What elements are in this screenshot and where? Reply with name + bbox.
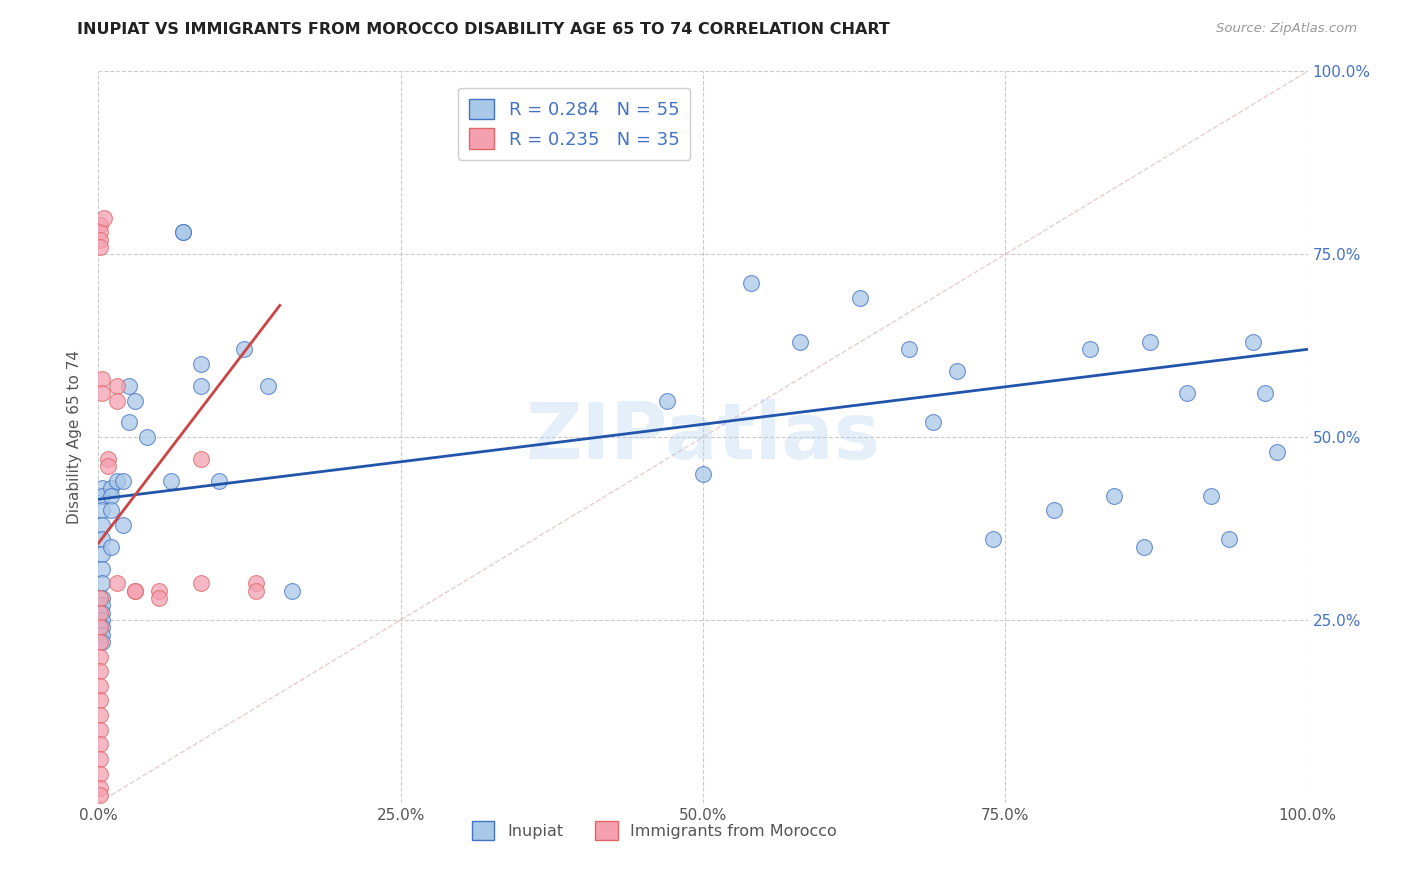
Point <box>93 211 115 225</box>
Point <box>1133 540 1156 554</box>
Point <box>100 540 122 554</box>
Point <box>655 393 678 408</box>
Point <box>91 620 114 634</box>
Point <box>148 583 170 598</box>
Point <box>190 379 212 393</box>
Point <box>89 635 111 649</box>
Point <box>91 547 114 561</box>
Point <box>91 489 114 503</box>
Point <box>692 467 714 481</box>
Point <box>281 583 304 598</box>
Point <box>946 364 969 378</box>
Point <box>789 334 811 349</box>
Point <box>89 649 111 664</box>
Point <box>1175 386 1198 401</box>
Point <box>89 591 111 605</box>
Point <box>245 576 267 591</box>
Point <box>89 693 111 707</box>
Point <box>89 789 111 803</box>
Point <box>89 723 111 737</box>
Point <box>91 503 114 517</box>
Point <box>124 583 146 598</box>
Point <box>105 576 128 591</box>
Point <box>897 343 920 357</box>
Point <box>124 583 146 598</box>
Point <box>89 766 111 780</box>
Point <box>91 517 114 532</box>
Point <box>91 371 114 385</box>
Point <box>100 503 122 517</box>
Point <box>740 277 762 291</box>
Point <box>172 225 194 239</box>
Point <box>91 591 114 605</box>
Point <box>91 635 114 649</box>
Text: ZIPatlas: ZIPatlas <box>526 399 880 475</box>
Point <box>190 576 212 591</box>
Point <box>91 599 114 613</box>
Point <box>97 452 120 467</box>
Point <box>89 752 111 766</box>
Text: INUPIAT VS IMMIGRANTS FROM MOROCCO DISABILITY AGE 65 TO 74 CORRELATION CHART: INUPIAT VS IMMIGRANTS FROM MOROCCO DISAB… <box>77 22 890 37</box>
Point <box>89 781 111 796</box>
Point <box>1102 489 1125 503</box>
Point <box>1139 334 1161 349</box>
Point <box>245 583 267 598</box>
Point <box>1241 334 1264 349</box>
Point <box>89 606 111 620</box>
Point <box>91 613 114 627</box>
Point <box>118 416 141 430</box>
Point <box>1042 503 1064 517</box>
Point <box>91 481 114 495</box>
Point <box>1254 386 1277 401</box>
Point <box>89 233 111 247</box>
Point <box>921 416 943 430</box>
Legend: Inupiat, Immigrants from Morocco: Inupiat, Immigrants from Morocco <box>465 814 844 846</box>
Point <box>232 343 254 357</box>
Point <box>105 393 128 408</box>
Point <box>105 379 128 393</box>
Point <box>148 591 170 605</box>
Point <box>105 474 128 488</box>
Point <box>1267 444 1289 458</box>
Point <box>118 379 141 393</box>
Y-axis label: Disability Age 65 to 74: Disability Age 65 to 74 <box>67 350 83 524</box>
Point <box>172 225 194 239</box>
Text: Source: ZipAtlas.com: Source: ZipAtlas.com <box>1216 22 1357 36</box>
Point <box>1078 343 1101 357</box>
Point <box>91 606 114 620</box>
Point <box>981 533 1004 547</box>
Point <box>89 679 111 693</box>
Point <box>97 459 120 474</box>
Point <box>89 218 111 232</box>
Point <box>89 708 111 723</box>
Point <box>91 562 114 576</box>
Point <box>160 474 183 488</box>
Point <box>100 489 122 503</box>
Point <box>100 481 122 495</box>
Point <box>190 357 212 371</box>
Point <box>91 386 114 401</box>
Point <box>1218 533 1240 547</box>
Point <box>111 474 134 488</box>
Point <box>111 517 134 532</box>
Point <box>208 474 231 488</box>
Point <box>89 664 111 678</box>
Point <box>89 240 111 254</box>
Point <box>89 737 111 751</box>
Point <box>89 620 111 634</box>
Point <box>1199 489 1222 503</box>
Point <box>91 533 114 547</box>
Point <box>89 225 111 239</box>
Point <box>849 291 872 305</box>
Point <box>190 452 212 467</box>
Point <box>135 430 157 444</box>
Point <box>91 576 114 591</box>
Point <box>91 627 114 641</box>
Point <box>256 379 278 393</box>
Point <box>124 393 146 408</box>
